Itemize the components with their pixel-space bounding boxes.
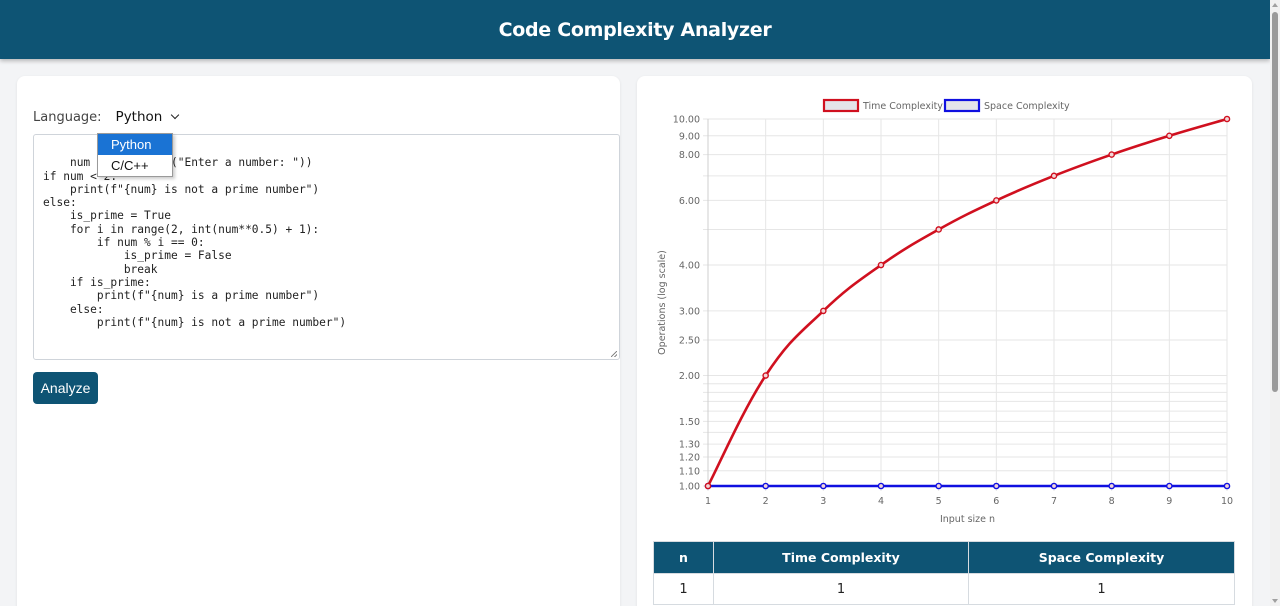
- data-point: [1108, 151, 1115, 158]
- data-point: [1108, 482, 1115, 490]
- data-point: [935, 482, 942, 490]
- y-tick-label: 10.00: [673, 115, 700, 126]
- data-point: [704, 482, 712, 490]
- language-select[interactable]: Python: [115, 109, 180, 125]
- legend-swatch-time: [822, 98, 860, 113]
- y-tick-label: 1.30: [679, 440, 700, 451]
- x-tick-label: 10: [1221, 496, 1233, 507]
- language-option-python[interactable]: Python: [98, 134, 172, 155]
- analyze-button[interactable]: Analyze: [33, 372, 98, 404]
- resize-handle-icon[interactable]: [611, 351, 617, 357]
- legend-label: Time Complexity: [862, 101, 943, 112]
- column-header-time: Time Complexity: [713, 541, 969, 574]
- y-tick-label: 4.00: [679, 261, 700, 272]
- y-tick-label: 1.10: [679, 466, 700, 477]
- y-tick-label: 1.00: [679, 482, 700, 493]
- data-point: [877, 482, 885, 490]
- data-point: [1166, 482, 1173, 490]
- x-tick-label: 6: [993, 496, 999, 507]
- app-header: Code Complexity Analyzer: [0, 0, 1270, 59]
- data-point: [1223, 482, 1231, 490]
- page-title: Code Complexity Analyzer: [498, 18, 772, 41]
- data-point: [935, 226, 942, 233]
- language-option-c-cpp[interactable]: C/C++: [111, 158, 149, 173]
- language-label: Language:: [33, 109, 102, 125]
- legend-swatch-space: [943, 98, 981, 113]
- table-row: 1 1 1: [653, 573, 1235, 605]
- x-tick-label: 4: [878, 496, 884, 507]
- code-text: num = int(input("Enter a number: ")) if …: [43, 156, 347, 329]
- scroll-up-icon[interactable]: [1272, 3, 1278, 7]
- x-tick-label: 2: [763, 496, 769, 507]
- x-tick-label: 8: [1109, 496, 1115, 507]
- data-point: [1166, 132, 1173, 140]
- data-point: [762, 482, 769, 490]
- complexity-chart: 1.00 1.10 1.201.30 1.50 2.00 2.50 3.00 4.00 6.00…: [657, 98, 1233, 525]
- column-header-n: n: [653, 541, 714, 574]
- x-axis-title: Input size n: [940, 514, 995, 525]
- y-tick-label: 9.00: [679, 131, 700, 142]
- legend-label: Space Complexity: [984, 101, 1070, 112]
- y-tick-label: 8.00: [679, 150, 700, 161]
- language-dropdown[interactable]: Python C/C++: [97, 133, 173, 177]
- scroll-down-icon[interactable]: [1272, 599, 1278, 603]
- chevron-down-icon: [171, 110, 180, 120]
- data-point: [877, 261, 885, 269]
- language-row: Language: Python: [33, 109, 180, 125]
- y-tick-label: 3.00: [679, 306, 700, 317]
- x-tick-label: 1: [705, 496, 711, 507]
- results-panel: 1.00 1.10 1.20 1.30 1.50 2.00 2.50 3.00 4.00 6.00…: [637, 76, 1252, 606]
- table-header-row: n Time Complexity Space Complexity: [653, 541, 1235, 574]
- data-point: [820, 482, 827, 490]
- data-point: [993, 197, 1000, 204]
- y-axis-title: Operations (log scale): [657, 250, 668, 355]
- x-tick-label: 9: [1166, 496, 1172, 507]
- y-tick-label: 1.50: [679, 417, 700, 428]
- data-point: [1050, 482, 1058, 490]
- x-tick-label: 5: [936, 496, 942, 507]
- y-tick-label: 2.50: [679, 335, 700, 346]
- data-point: [993, 482, 1000, 490]
- column-header-space: Space Complexity: [968, 541, 1235, 574]
- data-point: [1050, 172, 1058, 180]
- data-point: [1223, 115, 1231, 123]
- scrollbar-thumb[interactable]: [1272, 12, 1278, 392]
- data-point: [762, 372, 769, 379]
- cell-n: 1: [653, 573, 714, 605]
- results-table: n Time Complexity Space Complexity 1 1 1: [653, 541, 1235, 605]
- time-complexity-line: [706, 117, 1228, 487]
- x-tick-label: 3: [820, 496, 826, 507]
- y-tick-label: 6.00: [679, 196, 700, 207]
- cell-time: 1: [713, 573, 969, 605]
- y-tick-label: 1.20: [679, 452, 700, 463]
- cell-space: 1: [968, 573, 1235, 605]
- x-tick-label: 7: [1051, 496, 1057, 507]
- y-tick-label: 2.00: [679, 371, 700, 382]
- data-point: [820, 307, 827, 315]
- page-scrollbar[interactable]: [1270, 0, 1280, 606]
- language-selected-value: Python: [115, 109, 163, 125]
